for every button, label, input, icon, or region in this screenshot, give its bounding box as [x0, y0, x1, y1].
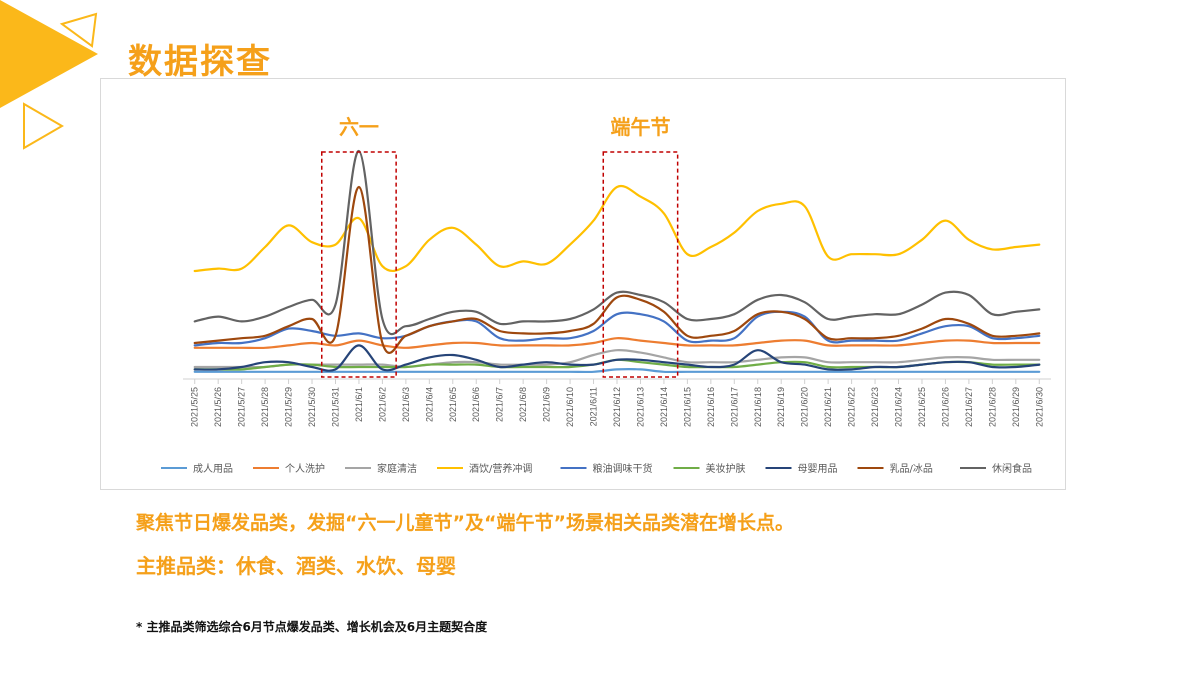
legend-label: 母婴用品	[798, 463, 838, 475]
x-tick-label: 2021/6/11	[589, 387, 599, 426]
x-tick-label: 2021/6/8	[518, 387, 528, 422]
x-tick-label: 2021/5/30	[307, 387, 317, 427]
highlight-box	[321, 151, 397, 378]
series-line	[193, 368, 1041, 374]
x-tick-label: 2021/6/10	[565, 387, 575, 427]
x-tick-label: 2021/6/6	[471, 387, 481, 422]
x-tick-label: 2021/6/20	[800, 387, 810, 427]
x-tick-label: 2021/5/27	[237, 387, 247, 427]
outline-triangle-shape-bottom	[23, 102, 64, 150]
x-tick-label: 2021/6/27	[964, 387, 974, 427]
legend-label: 粮油调味干货	[593, 462, 653, 475]
x-tick-label: 2021/6/15	[682, 387, 692, 427]
focus-categories-text: 主推品类：休食、酒类、水饮、母婴	[136, 554, 456, 578]
x-tick-label: 2021/6/13	[635, 387, 645, 427]
series-line	[193, 337, 1041, 350]
legend-label: 休闲食品	[992, 462, 1032, 475]
x-tick-label: 2021/5/25	[190, 387, 200, 427]
x-tick-label: 2021/6/29	[1011, 387, 1021, 427]
x-tick-label: 2021/6/22	[847, 387, 857, 427]
page-title: 数据探查	[128, 42, 272, 82]
legend-label: 家庭清洁	[377, 462, 417, 475]
legend-label: 成人用品	[193, 463, 233, 475]
x-tick-label: 2021/6/12	[612, 387, 622, 427]
x-tick-label: 2021/6/18	[753, 387, 763, 427]
x-tick-label: 2021/6/26	[940, 387, 950, 427]
series-line	[193, 344, 1041, 372]
x-tick-label: 2021/5/28	[260, 387, 270, 427]
legend-label: 乳品/冰品	[890, 462, 933, 475]
x-tick-label: 2021/6/16	[706, 387, 716, 427]
orange-triangle-shape	[0, 0, 98, 108]
x-tick-label: 2021/6/7	[495, 387, 505, 422]
x-tick-label: 2021/6/28	[987, 387, 997, 427]
x-tick-label: 2021/6/4	[424, 387, 434, 422]
legend-label: 个人洗护	[285, 462, 325, 475]
x-tick-label: 2021/6/14	[659, 387, 669, 427]
legend-label: 美妆护肤	[706, 462, 746, 475]
highlight-box	[602, 151, 679, 378]
x-tick-label: 2021/6/17	[729, 387, 739, 427]
series-line	[193, 149, 1041, 336]
annotation-label: 端午节	[610, 115, 670, 139]
x-tick-label: 2021/6/1	[354, 387, 364, 422]
x-tick-label: 2021/6/30	[1034, 387, 1044, 427]
corner-decoration	[0, 0, 98, 150]
x-tick-label: 2021/5/31	[330, 387, 340, 427]
x-tick-label: 2021/6/2	[377, 387, 387, 422]
headline-text: 聚焦节日爆发品类，发掘“六一儿童节”及“端午节”场景相关品类潜在增长点。	[136, 512, 794, 534]
legend-label: 酒饮/营养冲调	[469, 462, 532, 475]
x-tick-label: 2021/5/26	[213, 387, 223, 427]
line-chart: 2021/5/25 2021/5/26 2021/5/27 2021/5/28 2021…	[161, 115, 1051, 475]
footnote-text: * 主推品类筛选综合6月节点爆发品类、增长机会及6月主题契合度	[136, 620, 488, 634]
x-tick-label: 2021/6/23	[870, 387, 880, 427]
x-tick-label: 2021/6/25	[917, 387, 927, 427]
chart-panel: 2021/5/25 2021/5/26 2021/5/27 2021/5/28 2021…	[100, 78, 1066, 490]
annotation-label: 六一	[339, 115, 379, 139]
x-tick-label: 2021/5/29	[284, 387, 294, 427]
x-tick-label: 2021/6/21	[823, 387, 833, 427]
x-tick-label: 2021/6/5	[448, 387, 458, 422]
x-tick-label: 2021/6/19	[776, 387, 786, 427]
series-line	[193, 184, 1041, 273]
series-line	[193, 185, 1041, 354]
outline-triangle-shape-top	[59, 12, 98, 48]
series-line	[193, 349, 1041, 369]
x-tick-label: 2021/6/3	[401, 387, 411, 422]
x-tick-label: 2021/6/24	[894, 387, 904, 427]
x-tick-label: 2021/6/9	[542, 387, 552, 422]
